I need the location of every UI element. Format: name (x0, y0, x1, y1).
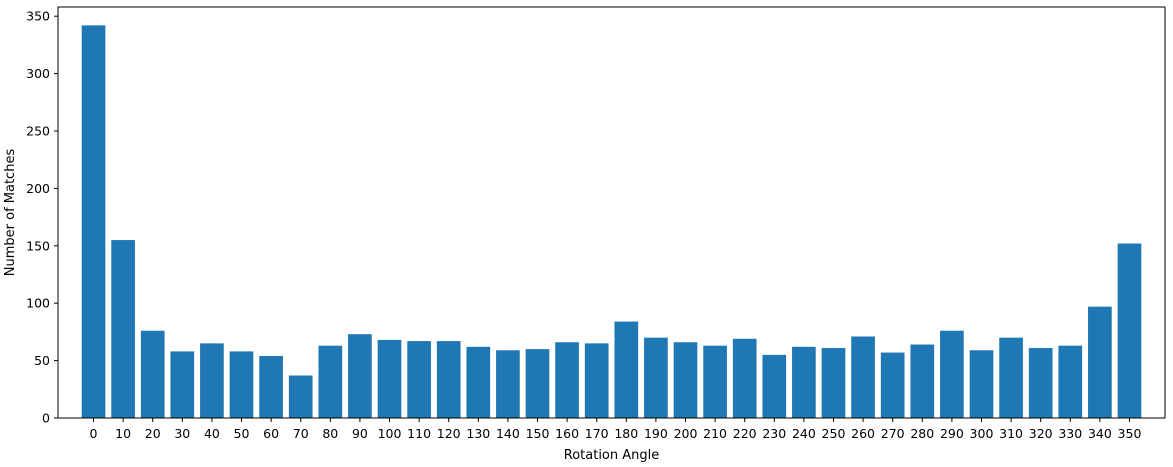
x-tick-label-290: 290 (940, 426, 964, 441)
bar-80 (318, 345, 343, 418)
x-tick-label-60: 60 (263, 426, 279, 441)
bar-100 (377, 339, 402, 418)
y-tick-label-200: 200 (26, 181, 50, 196)
y-axis: 0 50 100 150 200 250 300 350 (26, 9, 58, 426)
bar-230 (762, 354, 787, 418)
x-tick-label-50: 50 (234, 426, 250, 441)
bar-210 (703, 345, 727, 418)
bar-20 (140, 330, 165, 418)
x-tick-label-150: 150 (526, 426, 550, 441)
bar-30 (170, 351, 195, 418)
x-tick-label-170: 170 (585, 426, 609, 441)
bar-190 (644, 337, 668, 418)
bar-70 (288, 375, 313, 418)
x-tick-label-220: 220 (733, 426, 757, 441)
x-tick-label-110: 110 (407, 426, 431, 441)
bar-240 (792, 346, 816, 418)
x-tick-label-200: 200 (674, 426, 698, 441)
bar-200 (673, 342, 698, 418)
x-tick-label-260: 260 (851, 426, 875, 441)
bar-90 (348, 334, 372, 418)
bar-300 (969, 350, 994, 418)
bars-layer (81, 25, 1142, 419)
bar-160 (555, 342, 579, 418)
bar-350 (1117, 243, 1142, 418)
bar-320 (1028, 347, 1053, 418)
bar-330 (1058, 345, 1083, 418)
bar-220 (732, 338, 757, 418)
bar-280 (910, 344, 935, 418)
y-tick-label-350: 350 (26, 9, 50, 24)
x-tick-label-10: 10 (115, 426, 131, 441)
y-axis-label: Number of Matches (3, 149, 18, 277)
x-tick-label-20: 20 (145, 426, 161, 441)
x-tick-label-120: 120 (437, 426, 461, 441)
bar-130 (466, 346, 491, 418)
bar-290 (940, 330, 964, 418)
x-tick-label-90: 90 (352, 426, 368, 441)
x-tick-label-270: 270 (881, 426, 905, 441)
y-tick-label-150: 150 (26, 238, 50, 253)
x-tick-label-350: 350 (1118, 426, 1142, 441)
bar-120 (436, 341, 461, 418)
x-tick-label-250: 250 (822, 426, 846, 441)
y-tick-label-300: 300 (26, 66, 50, 81)
bar-40 (200, 343, 224, 418)
x-axis: 0 10 20 30 40 50 60 70 80 90 100 110 120 130 140 150 160… (90, 418, 1142, 441)
x-tick-label-140: 140 (496, 426, 520, 441)
x-tick-label-160: 160 (555, 426, 579, 441)
y-tick-label-250: 250 (26, 123, 50, 138)
bar-0 (81, 25, 106, 419)
x-tick-label-180: 180 (614, 426, 638, 441)
x-tick-label-340: 340 (1088, 426, 1112, 441)
bar-150 (525, 349, 550, 418)
bar-340 (1088, 306, 1112, 418)
x-tick-label-240: 240 (792, 426, 816, 441)
bar-180 (614, 321, 639, 418)
y-tick-label-50: 50 (34, 353, 50, 368)
bar-10 (111, 240, 135, 418)
x-tick-label-330: 330 (1058, 426, 1082, 441)
x-tick-label-100: 100 (378, 426, 402, 441)
bar-60 (259, 356, 283, 418)
y-tick-label-0: 0 (42, 411, 50, 426)
x-tick-label-80: 80 (322, 426, 338, 441)
x-tick-label-40: 40 (204, 426, 220, 441)
y-tick-label-100: 100 (26, 296, 50, 311)
x-tick-label-280: 280 (910, 426, 934, 441)
x-tick-label-0: 0 (90, 426, 98, 441)
x-tick-label-130: 130 (466, 426, 490, 441)
bar-270 (880, 352, 905, 418)
x-tick-label-210: 210 (703, 426, 727, 441)
x-tick-label-230: 230 (762, 426, 786, 441)
x-tick-label-310: 310 (999, 426, 1023, 441)
x-tick-label-70: 70 (293, 426, 309, 441)
bar-140 (496, 350, 520, 418)
bar-170 (584, 343, 609, 418)
bar-110 (407, 341, 431, 418)
x-tick-label-320: 320 (1029, 426, 1053, 441)
x-tick-label-30: 30 (174, 426, 190, 441)
x-axis-label: Rotation Angle (564, 448, 660, 463)
x-tick-label-300: 300 (970, 426, 994, 441)
bar-50 (229, 351, 254, 418)
x-tick-label-190: 190 (644, 426, 668, 441)
bar-260 (851, 336, 875, 418)
bar-310 (999, 337, 1023, 418)
bar-250 (821, 347, 846, 418)
plot-frame (57, 6, 1166, 419)
